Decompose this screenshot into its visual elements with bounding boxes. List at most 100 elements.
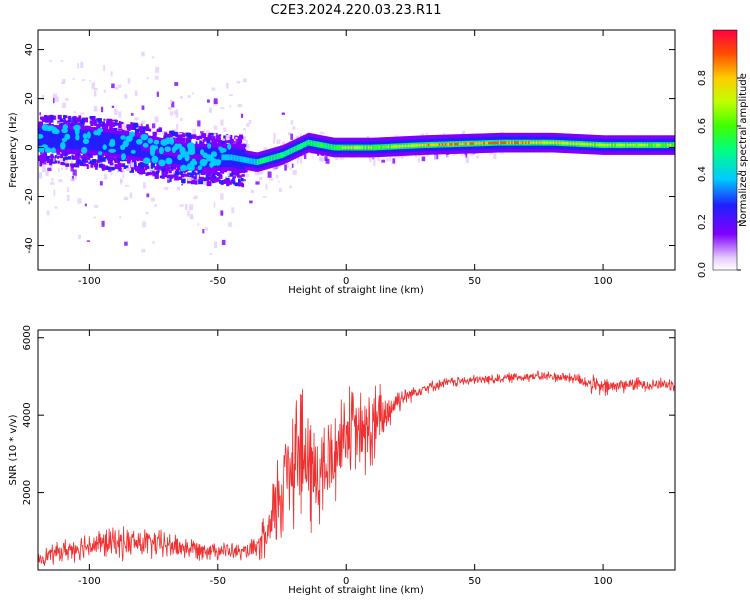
heatmap-cell [500, 141, 503, 144]
heatmap-cell [646, 143, 649, 147]
heatmap-cell [79, 136, 82, 143]
heatmap-cell [124, 184, 130, 187]
heatmap-cell [65, 159, 68, 164]
heatmap-cell [227, 143, 232, 150]
heatmap-cell [672, 143, 675, 147]
heatmap-cell [46, 159, 51, 163]
heatmap-cell [236, 81, 241, 84]
heatmap-cell [497, 141, 500, 144]
heatmap-cell [41, 157, 46, 161]
heatmap-cell [421, 156, 426, 162]
heatmap-cell [173, 150, 176, 157]
heatmap-cell [117, 84, 122, 88]
heatmap-cell [116, 141, 119, 148]
heatmap-cell [161, 167, 166, 173]
heatmap-cell [427, 143, 430, 147]
heatmap-cell [103, 89, 106, 93]
heatmap-cell [377, 156, 381, 161]
heatmap-cell [154, 166, 158, 170]
heatmap-cell [205, 130, 210, 136]
heatmap-cell [233, 154, 236, 161]
heatmap-cell [118, 123, 122, 129]
heatmap-cell [649, 143, 652, 147]
heatmap-cell [221, 180, 225, 185]
heatmap-cell [432, 143, 435, 147]
heatmap-cell [223, 127, 227, 133]
heatmap-cell [139, 144, 142, 151]
snr-panel: -100 -50 0 50 100 2000 4000 6000 Height of str… [8, 325, 676, 596]
heatmap-cell [109, 122, 112, 127]
heatmap-cell [430, 143, 433, 147]
heatmap-cell [585, 143, 588, 146]
heatmap-cell [304, 142, 307, 146]
heatmap-cell [43, 150, 47, 155]
heatmap-cell [164, 146, 172, 152]
heatmap-cell [272, 168, 276, 171]
heatmap-cell [136, 165, 142, 171]
heatmap-cell [264, 156, 267, 163]
spectrogram-x-label: Height of straight line (km) [288, 285, 424, 296]
heatmap-cell [477, 142, 480, 145]
heatmap-cell [136, 138, 143, 145]
heatmap-cell [614, 143, 617, 147]
heatmap-cell [258, 158, 261, 165]
heatmap-cell [61, 137, 67, 143]
heatmap-cell [90, 137, 93, 144]
heatmap-cell [144, 145, 147, 152]
heatmap-cell [57, 160, 60, 164]
heatmap-cell [275, 153, 278, 160]
heatmap-cell [223, 180, 227, 184]
heatmap-cell [386, 145, 389, 149]
heatmap-cell [136, 144, 139, 150]
spectrogram-panel: -100 -50 0 50 100 -40 -20 0 20 40 Height of stra… [8, 29, 676, 296]
heatmap-cell [202, 139, 205, 144]
heatmap-cell [135, 143, 138, 150]
heatmap-cell [215, 154, 218, 161]
heatmap-cell [48, 135, 51, 142]
colorbar-label: Normalized spectral amplitude [738, 73, 749, 227]
heatmap-cell [232, 176, 236, 179]
heatmap-cell [75, 134, 80, 141]
heatmap-cell [89, 80, 91, 82]
heatmap-cell [174, 82, 179, 86]
heatmap-cell [273, 154, 276, 161]
heatmap-cell [671, 143, 674, 147]
heatmap-cell [239, 156, 242, 163]
heatmap-cell [622, 143, 625, 147]
heatmap-cell [62, 124, 68, 130]
heatmap-cell [577, 142, 580, 146]
heatmap-cell [395, 145, 398, 148]
heatmap-cell [77, 198, 82, 204]
heatmap-cell [134, 161, 137, 167]
heatmap-cell [237, 141, 242, 145]
heatmap-cell [476, 155, 480, 159]
heatmap-cell [162, 173, 167, 177]
heatmap-cell [170, 99, 173, 104]
heatmap-cell [243, 78, 247, 83]
heatmap-cell [657, 143, 660, 147]
heatmap-cell [185, 137, 189, 142]
heatmap-cell [151, 155, 159, 164]
colorbar-tick-label: 0.2 [697, 214, 708, 230]
heatmap-cell [98, 151, 103, 156]
heatmap-cell [219, 154, 222, 161]
heatmap-cell [363, 146, 366, 149]
heatmap-cell [543, 141, 546, 144]
heatmap-cell [352, 146, 355, 149]
heatmap-cell [130, 162, 134, 168]
heatmap-cell [86, 240, 90, 242]
heatmap-cell [221, 169, 225, 174]
heatmap-cell [286, 151, 289, 155]
heatmap-cell [628, 143, 631, 147]
x-tick-label: 100 [594, 276, 613, 287]
heatmap-cell [295, 135, 300, 140]
heatmap-cell [330, 145, 333, 149]
heatmap-cell [404, 144, 407, 148]
heatmap-cell [218, 134, 222, 137]
heatmap-cell [61, 102, 66, 108]
heatmap-cell [110, 119, 116, 122]
heatmap-cell [287, 150, 290, 154]
colorbar-tick-label: 0.0 [697, 262, 708, 278]
heatmap-cell [508, 141, 511, 144]
heatmap-cell [377, 146, 380, 149]
